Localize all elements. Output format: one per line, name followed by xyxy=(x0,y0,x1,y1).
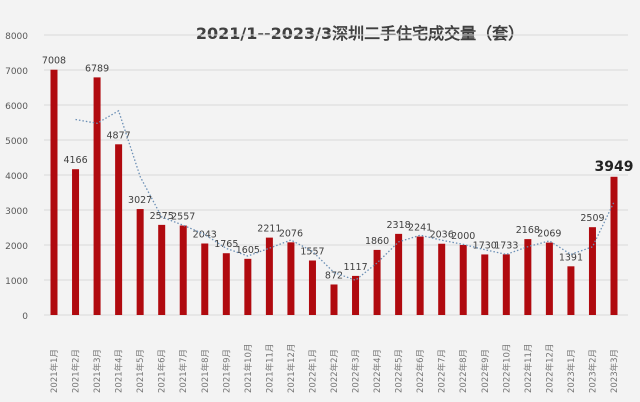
x-tick-label: 2023年1月 xyxy=(566,349,577,393)
bar xyxy=(502,254,510,315)
x-tick-label: 2021年5月 xyxy=(135,349,146,393)
data-label: 1557 xyxy=(300,247,324,258)
x-tick-label: 2022年7月 xyxy=(437,349,448,393)
bar xyxy=(93,77,101,315)
x-tick-label: 2022年8月 xyxy=(458,349,469,393)
bar xyxy=(179,225,187,315)
data-label: 2076 xyxy=(279,228,303,239)
bar xyxy=(416,236,424,315)
bar xyxy=(524,239,532,315)
bar xyxy=(265,237,273,315)
data-label: 1605 xyxy=(236,245,260,256)
x-tick-label: 2021年11月 xyxy=(264,344,275,393)
data-label: 2318 xyxy=(387,220,411,231)
x-tick-label: 2021年3月 xyxy=(92,349,103,393)
bar xyxy=(115,144,123,315)
x-tick-label: 2022年6月 xyxy=(415,349,426,393)
bar xyxy=(588,227,596,315)
x-tick-label: 2021年9月 xyxy=(221,349,232,393)
x-tick-label: 2022年10月 xyxy=(501,344,512,393)
x-tick-label: 2022年5月 xyxy=(394,349,405,393)
data-label: 4166 xyxy=(63,155,87,166)
data-label: 4877 xyxy=(107,130,131,141)
y-tick-label: 7000 xyxy=(5,67,28,77)
bar xyxy=(158,224,166,315)
data-label: 2557 xyxy=(171,212,195,223)
x-tick-label: 2021年8月 xyxy=(200,349,211,393)
data-label: 1117 xyxy=(343,262,367,273)
x-tick-label: 2023年3月 xyxy=(609,349,620,393)
bar xyxy=(567,266,575,315)
chart-title: 2021/1--2023/3深圳二手住宅成交量（套） xyxy=(195,24,525,43)
x-tick-label: 2022年9月 xyxy=(480,349,491,393)
bar xyxy=(459,245,467,315)
y-tick-label: 8000 xyxy=(5,32,28,42)
data-label: 2509 xyxy=(580,213,604,224)
bar xyxy=(72,169,80,315)
bar xyxy=(438,243,446,315)
data-label: 1860 xyxy=(365,236,389,247)
data-label: 2211 xyxy=(257,224,281,235)
bar xyxy=(201,243,209,315)
bar xyxy=(545,242,553,315)
x-tick-label: 2022年3月 xyxy=(351,349,362,393)
x-tick-label: 2022年2月 xyxy=(329,349,340,393)
bar xyxy=(610,176,618,315)
x-tick-label: 2021年2月 xyxy=(71,349,82,393)
bar xyxy=(352,275,360,315)
bar xyxy=(244,258,252,315)
y-tick-label: 5000 xyxy=(5,137,28,147)
bar xyxy=(481,254,489,315)
x-tick-label: 2022年11月 xyxy=(523,344,534,393)
x-tick-label: 2023年2月 xyxy=(587,349,598,393)
y-tick-label: 1000 xyxy=(5,277,28,287)
y-tick-label: 4000 xyxy=(5,172,28,182)
data-label: 1765 xyxy=(214,239,238,250)
bar xyxy=(50,69,58,315)
bar xyxy=(373,249,381,315)
x-tick-label: 2022年4月 xyxy=(372,349,383,393)
x-tick-label: 2021年4月 xyxy=(114,349,125,393)
y-tick-label: 6000 xyxy=(5,102,28,112)
y-tick-label: 3000 xyxy=(5,207,28,217)
data-label: 2069 xyxy=(537,229,561,240)
data-label: 3027 xyxy=(128,195,152,206)
x-tick-label: 2022年1月 xyxy=(307,349,318,393)
data-label: 872 xyxy=(325,270,343,281)
bar xyxy=(222,253,230,315)
bar xyxy=(330,284,338,315)
data-label: 1730 xyxy=(473,240,497,251)
bar xyxy=(287,242,295,315)
data-label: 2043 xyxy=(193,229,217,240)
x-tick-label: 2022年12月 xyxy=(544,344,555,393)
data-label: 2241 xyxy=(408,223,432,234)
y-tick-label: 2000 xyxy=(5,242,28,252)
bar xyxy=(136,209,144,315)
data-label: 2036 xyxy=(430,230,454,241)
data-label: 6789 xyxy=(85,63,109,74)
x-tick-label: 2021年10月 xyxy=(243,344,254,393)
x-tick-label: 2021年1月 xyxy=(49,349,60,393)
data-label: 1391 xyxy=(559,252,583,263)
bar xyxy=(308,260,316,315)
bar xyxy=(395,233,403,315)
trendline xyxy=(75,109,615,281)
data-label: 2000 xyxy=(451,231,475,242)
data-label: 3949 xyxy=(595,159,634,175)
x-tick-label: 2021年7月 xyxy=(178,349,189,393)
data-label: 2168 xyxy=(516,225,540,236)
data-label: 7008 xyxy=(42,56,66,67)
x-tick-label: 2021年6月 xyxy=(157,349,168,393)
y-tick-label: 0 xyxy=(22,312,28,322)
data-label: 1733 xyxy=(494,240,518,251)
x-tick-label: 2021年12月 xyxy=(286,344,297,393)
